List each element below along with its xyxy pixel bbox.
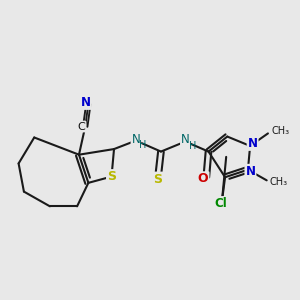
Text: N: N [131,133,140,146]
Text: S: S [107,170,116,183]
Text: CH₃: CH₃ [271,126,289,136]
Text: N: N [245,165,255,178]
Text: C: C [78,122,86,131]
Text: H: H [139,140,146,150]
Text: H: H [188,141,196,151]
Text: N: N [181,134,190,146]
Text: Cl: Cl [214,197,227,210]
Text: N: N [248,137,258,150]
Text: N: N [81,96,91,109]
Text: O: O [198,172,208,185]
Text: S: S [153,172,162,186]
Text: CH₃: CH₃ [270,177,288,187]
